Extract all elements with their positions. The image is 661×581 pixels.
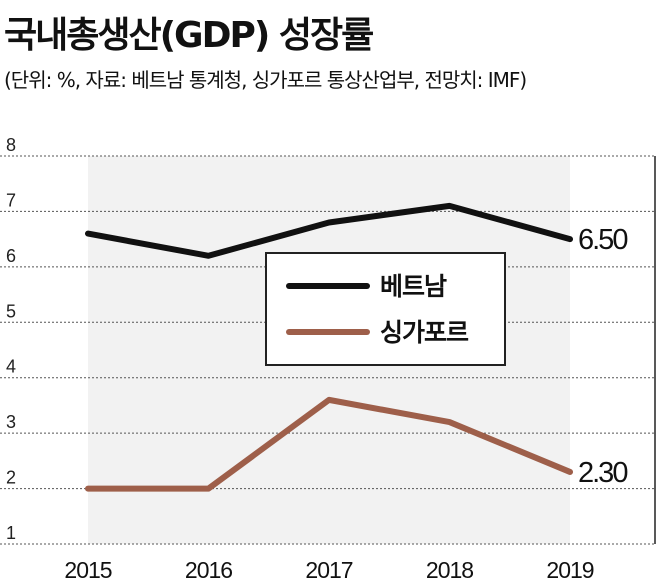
- chart-title: 국내총생산(GDP) 성장률: [4, 15, 374, 56]
- end-labels: 6.50 2.30: [578, 224, 629, 489]
- x-tick-label: 2015: [64, 557, 111, 581]
- x-tick-label: 2018: [426, 557, 473, 581]
- x-tick-label: 2019: [546, 557, 593, 581]
- chart-subtitle: (단위: %, 자료: 베트남 통계청, 싱가포르 통상산업부, 전망치: IM…: [4, 68, 527, 92]
- legend-box: [265, 252, 506, 366]
- y-tick-label: 2: [6, 468, 16, 488]
- y-tick-label: 5: [6, 301, 16, 321]
- x-axis-ticks: 2015 2016 2017 2018 2019: [64, 557, 594, 581]
- y-tick-label: 6: [6, 246, 16, 266]
- end-label-vietnam: 6.50: [578, 224, 627, 256]
- end-label-singapore: 2.30: [578, 457, 627, 489]
- y-tick-label: 7: [6, 190, 16, 210]
- legend-label-vietnam: 베트남: [380, 272, 447, 301]
- y-tick-label: 1: [6, 523, 16, 543]
- legend: 베트남 싱가포르: [265, 252, 506, 366]
- x-tick-label: 2016: [185, 557, 232, 581]
- series-lines: [85, 202, 573, 492]
- legend-label-singapore: 싱가포르: [380, 318, 469, 347]
- y-tick-label: 3: [6, 412, 16, 432]
- y-tick-label: 4: [6, 357, 16, 377]
- x-tick-label: 2017: [305, 557, 352, 581]
- y-tick-label: 8: [6, 135, 16, 155]
- y-axis-ticks: 1 2 3 4 5 6 7 8: [6, 135, 16, 543]
